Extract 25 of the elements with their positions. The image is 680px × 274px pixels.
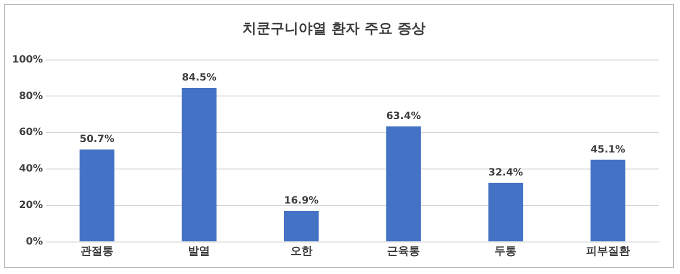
chart-title: 치쿤구니야열 환자 주요 증상: [242, 21, 426, 38]
data-label: 45.1%: [590, 144, 626, 156]
data-label: 16.9%: [284, 196, 319, 207]
data-label: 32.4%: [488, 167, 524, 178]
y-tick-label: 60%: [18, 127, 43, 138]
bar: [182, 88, 217, 242]
data-label: 50.7%: [80, 134, 114, 146]
bar: [488, 182, 524, 242]
x-tick-label: 피부질환: [586, 244, 630, 258]
x-tick-label: 발열: [188, 244, 210, 258]
bar: [590, 160, 626, 242]
data-label: 63.4%: [386, 111, 421, 122]
data-label: 84.5%: [182, 72, 217, 84]
y-tick-label: 80%: [18, 90, 43, 102]
bar: [80, 150, 114, 242]
y-tick-label: 20%: [18, 200, 43, 211]
x-tick-label: 근육통: [387, 244, 420, 258]
x-tick-label: 관절통: [80, 244, 114, 258]
bar: [284, 211, 319, 242]
x-tick-label: 두통: [494, 244, 517, 258]
x-tick-label: 오한: [290, 244, 312, 258]
bar: [386, 126, 421, 242]
y-tick-label: 0%: [26, 236, 43, 248]
y-tick-label: 100%: [12, 54, 43, 66]
y-tick-label: 40%: [18, 164, 43, 175]
